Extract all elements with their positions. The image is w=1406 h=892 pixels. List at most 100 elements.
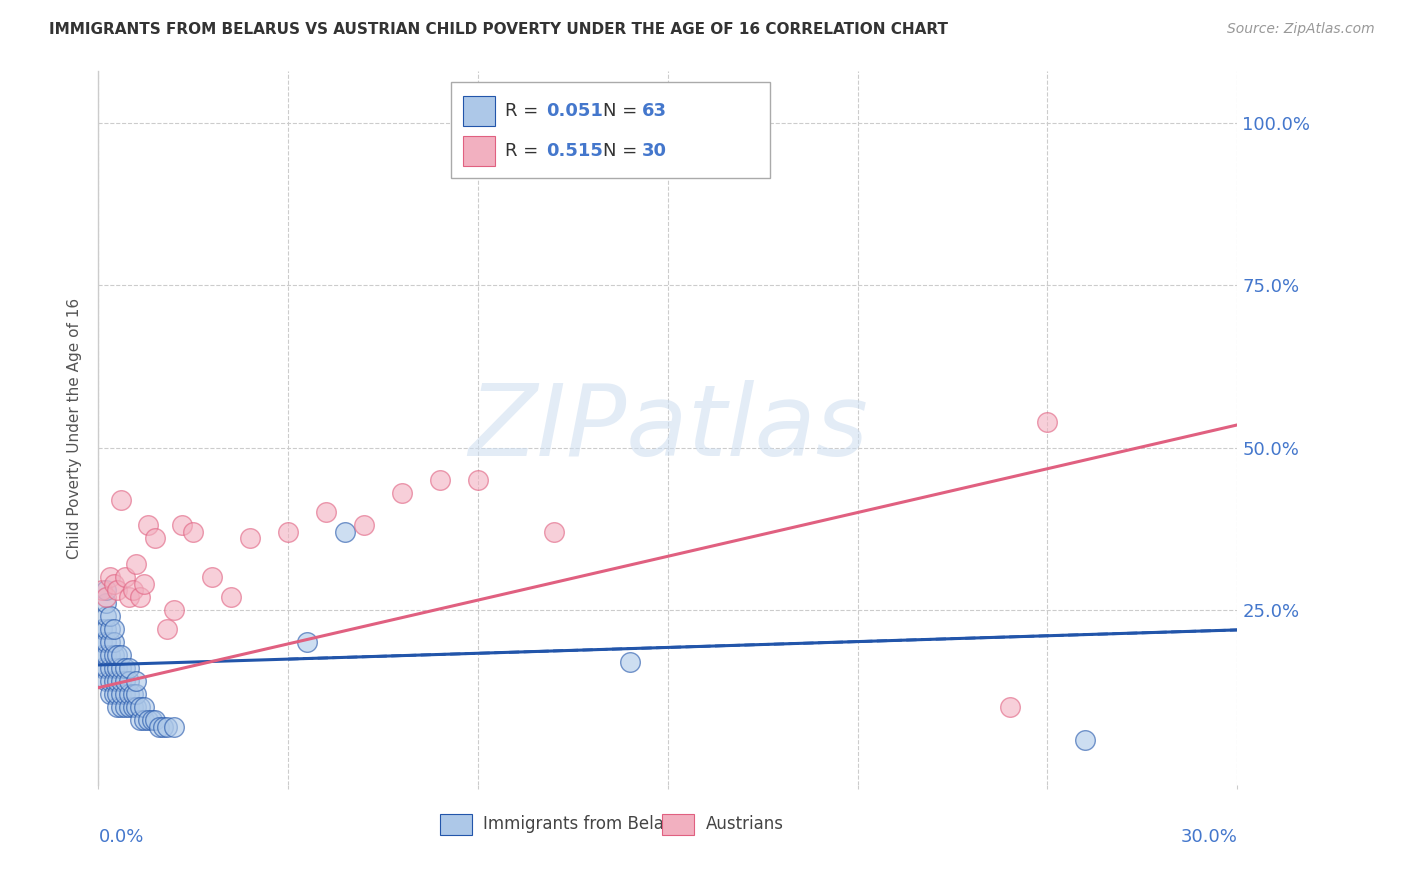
Point xyxy=(1036,415,1059,429)
Point xyxy=(391,486,413,500)
Text: Immigrants from Belarus: Immigrants from Belarus xyxy=(484,815,690,833)
Point xyxy=(335,524,357,539)
Y-axis label: Child Poverty Under the Age of 16: Child Poverty Under the Age of 16 xyxy=(67,298,83,558)
Point xyxy=(94,590,117,604)
Bar xyxy=(463,136,495,166)
Text: 30: 30 xyxy=(641,143,666,161)
Point xyxy=(429,473,451,487)
Text: Source: ZipAtlas.com: Source: ZipAtlas.com xyxy=(1227,22,1375,37)
Point xyxy=(110,700,132,714)
Point xyxy=(221,590,243,604)
FancyBboxPatch shape xyxy=(451,82,770,178)
Point xyxy=(91,648,114,663)
Point xyxy=(94,609,117,624)
Point xyxy=(94,635,117,649)
Point xyxy=(121,700,143,714)
Point xyxy=(129,713,152,727)
Point xyxy=(94,622,117,636)
Point xyxy=(239,532,262,546)
Point xyxy=(118,687,141,701)
Point xyxy=(114,687,136,701)
Point xyxy=(94,661,117,675)
Point xyxy=(103,674,125,689)
Point xyxy=(110,648,132,663)
Point xyxy=(467,473,489,487)
Point xyxy=(170,518,193,533)
Point xyxy=(98,648,121,663)
Point xyxy=(98,622,121,636)
Point xyxy=(107,648,129,663)
Point xyxy=(110,492,132,507)
Text: IMMIGRANTS FROM BELARUS VS AUSTRIAN CHILD POVERTY UNDER THE AGE OF 16 CORRELATIO: IMMIGRANTS FROM BELARUS VS AUSTRIAN CHIL… xyxy=(49,22,948,37)
Point xyxy=(103,687,125,701)
Point xyxy=(121,687,143,701)
Point xyxy=(132,577,155,591)
Point xyxy=(114,674,136,689)
Point xyxy=(110,661,132,675)
Point xyxy=(118,700,141,714)
Point xyxy=(91,635,114,649)
Point xyxy=(543,524,565,539)
Text: N =: N = xyxy=(603,143,643,161)
Point xyxy=(114,700,136,714)
Bar xyxy=(440,814,472,835)
Point xyxy=(91,661,114,675)
Text: Austrians: Austrians xyxy=(706,815,783,833)
Text: 0.515: 0.515 xyxy=(546,143,603,161)
Point xyxy=(145,532,167,546)
Text: 0.051: 0.051 xyxy=(546,102,603,120)
Point xyxy=(125,700,148,714)
Point xyxy=(91,622,114,636)
Text: N =: N = xyxy=(603,102,643,120)
Point xyxy=(107,583,129,598)
Point xyxy=(98,609,121,624)
Point xyxy=(152,720,174,734)
Point xyxy=(110,687,132,701)
Point xyxy=(136,518,159,533)
Point xyxy=(121,583,143,598)
Point xyxy=(103,661,125,675)
Point xyxy=(183,524,205,539)
Point xyxy=(107,687,129,701)
Point xyxy=(98,674,121,689)
Text: 30.0%: 30.0% xyxy=(1181,828,1237,846)
Text: R =: R = xyxy=(505,143,544,161)
Point xyxy=(114,570,136,584)
Point xyxy=(145,713,167,727)
Point xyxy=(297,635,319,649)
Text: 0.0%: 0.0% xyxy=(98,828,143,846)
Bar xyxy=(662,814,695,835)
Point xyxy=(103,577,125,591)
Point xyxy=(91,583,114,598)
Point xyxy=(998,700,1021,714)
Point xyxy=(141,713,163,727)
Point xyxy=(201,570,224,584)
Point xyxy=(125,558,148,572)
Text: ZIPatlas: ZIPatlas xyxy=(468,380,868,476)
Point xyxy=(136,713,159,727)
Point xyxy=(98,635,121,649)
Point xyxy=(156,720,179,734)
Point xyxy=(107,674,129,689)
Point xyxy=(118,674,141,689)
Point xyxy=(129,590,152,604)
Point xyxy=(125,674,148,689)
Bar xyxy=(463,96,495,127)
Point xyxy=(114,661,136,675)
Point xyxy=(132,713,155,727)
Point xyxy=(110,674,132,689)
Point xyxy=(94,596,117,610)
Point xyxy=(103,648,125,663)
Point xyxy=(163,720,186,734)
Text: 63: 63 xyxy=(641,102,666,120)
Point xyxy=(107,700,129,714)
Point xyxy=(118,661,141,675)
Point xyxy=(94,583,117,598)
Point xyxy=(132,700,155,714)
Point xyxy=(315,506,337,520)
Point xyxy=(277,524,299,539)
Point xyxy=(129,700,152,714)
Point xyxy=(125,687,148,701)
Point xyxy=(353,518,375,533)
Point xyxy=(118,590,141,604)
